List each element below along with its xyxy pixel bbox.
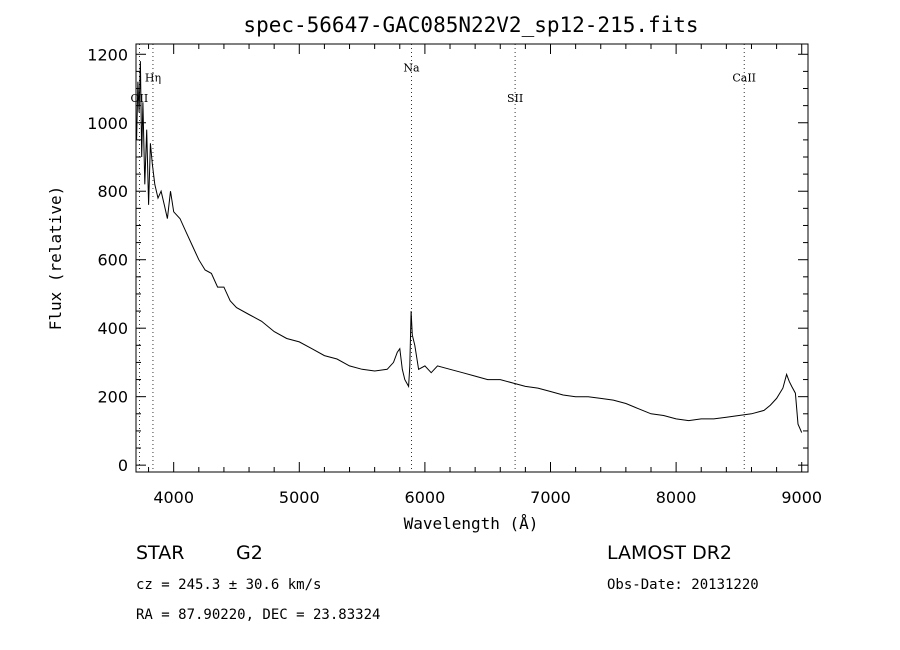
object-type: STAR [136,542,184,564]
y-tick-label: 200 [97,388,128,407]
y-tick-label: 1000 [87,114,128,133]
spectral-line-label: Na [403,61,420,74]
obs-date-text: Obs-Date: 20131220 [607,577,759,593]
coordinates-text: RA = 87.90220, DEC = 23.83324 [136,607,380,623]
y-tick-label: 1200 [87,45,128,64]
plot-frame [135,43,809,473]
x-tick-label: 5000 [279,488,320,507]
x-tick-label: 6000 [405,488,446,507]
x-tick-label: 8000 [656,488,697,507]
spectrum-line [136,61,803,433]
y-tick-label: 400 [97,319,128,338]
x-tick-label: 7000 [530,488,571,507]
object-subclass: G2 [236,542,263,564]
spectral-line-label: SII [507,92,523,105]
x-axis-label: Wavelength (Å) [404,514,539,533]
spectral-line-label: Hη [145,72,161,85]
redshift-text: cz = 245.3 ± 30.6 km/s [136,577,321,593]
spectral-line-label: CaII [732,72,756,85]
y-tick-label: 0 [118,456,128,475]
chart-title: spec-56647-GAC085N22V2_sp12-215.fits [243,13,698,37]
plot-area: 4000 5000 6000 7000 8000 9000 0 200 400 600 800 100… [87,43,822,507]
y-tick-label: 600 [97,251,128,270]
survey-name: LAMOST DR2 [607,542,732,564]
x-tick-label: 9000 [781,488,822,507]
y-axis-label: Flux (relative) [46,186,65,331]
y-tick-label: 800 [97,182,128,201]
x-tick-label: 4000 [153,488,194,507]
